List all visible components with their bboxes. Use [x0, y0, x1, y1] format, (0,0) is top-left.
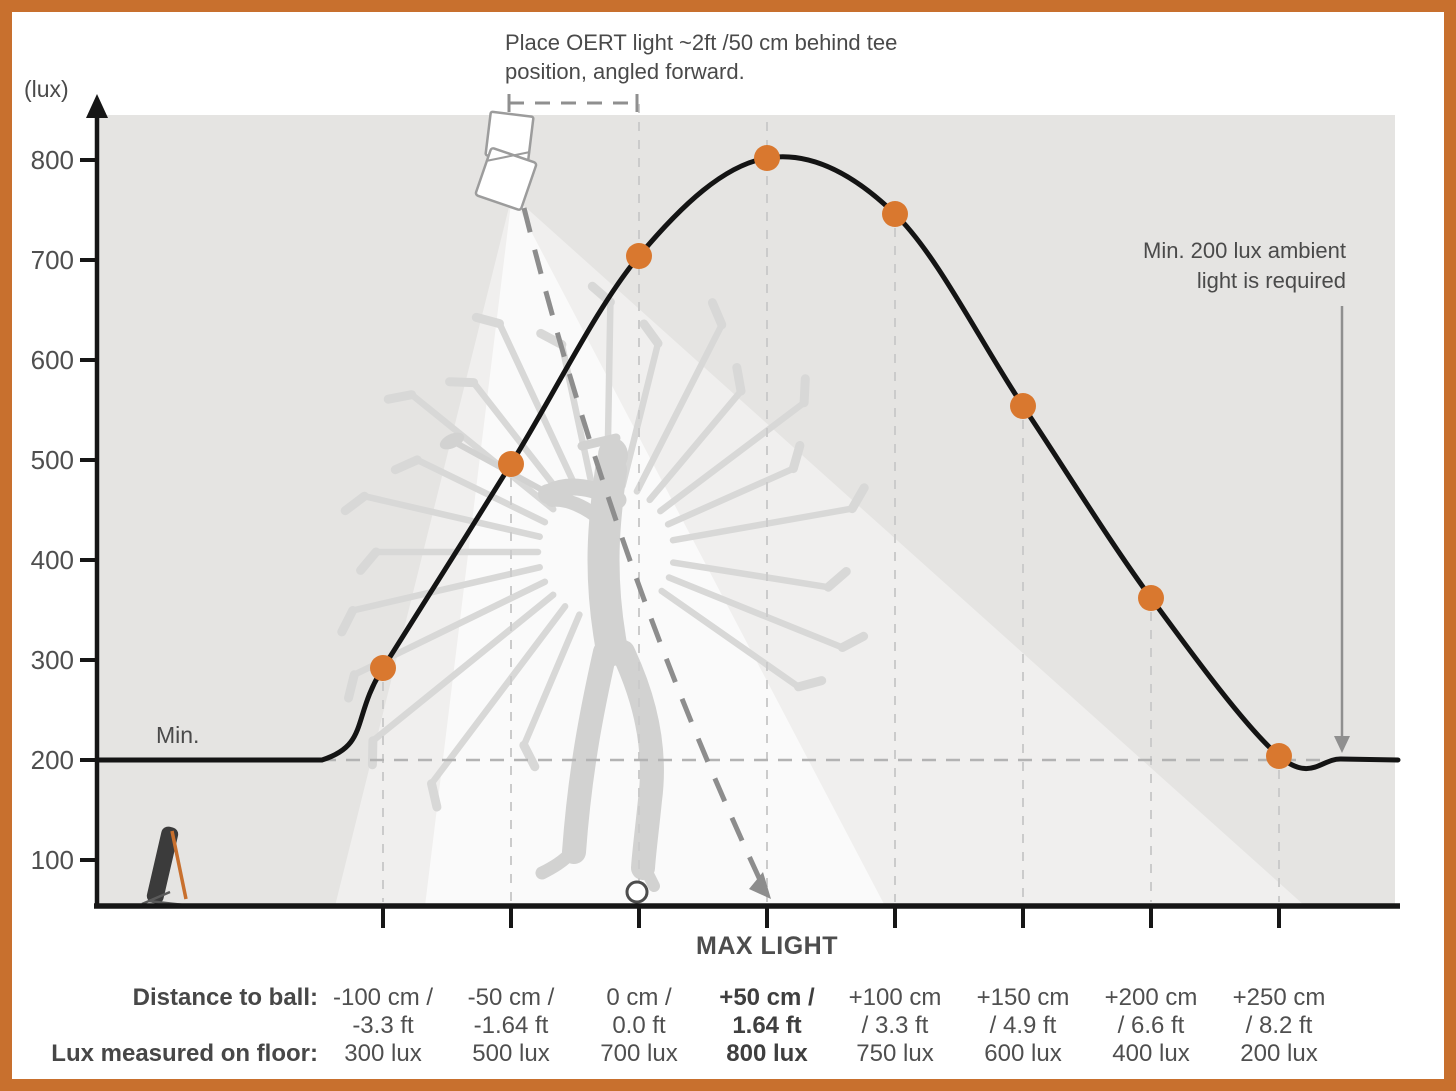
gridlines	[322, 104, 1338, 902]
y-axis	[86, 94, 108, 908]
column-ft-value: / 4.9 ft	[989, 1012, 1057, 1039]
column-ft-value: 1.64 ft	[732, 1012, 802, 1039]
distance-column: +50 cm /1.64 ft 800 lux	[702, 984, 832, 1068]
top-red-stripe	[0, 0, 1456, 3]
column-ft-value: / 6.6 ft	[1117, 1012, 1185, 1039]
column-lux-value: 600 lux	[984, 1040, 1062, 1067]
y-tick-label: 800	[31, 145, 74, 175]
column-lux-value: 400 lux	[1112, 1040, 1190, 1067]
y-tick-label: 100	[31, 845, 74, 875]
column-ft-value: / 3.3 ft	[861, 1012, 929, 1039]
column-ft-value: -1.64 ft	[473, 1012, 549, 1039]
distance-column: +100 cm/ 3.3 ft 750 lux	[830, 984, 960, 1068]
column-ft-value: / 8.2 ft	[1245, 1012, 1313, 1039]
y-tick-label: 600	[31, 345, 74, 375]
ambient-light-arrow	[1334, 306, 1350, 753]
column-ft-value: -3.3 ft	[352, 1012, 414, 1039]
column-cm-value: -50 cm /	[467, 984, 555, 1011]
y-tick-label: 700	[31, 245, 74, 275]
placement-note-line2: position, angled forward.	[505, 59, 745, 84]
y-tick-label: 500	[31, 445, 74, 475]
column-cm-value: -100 cm /	[332, 984, 434, 1011]
column-lux-value: 700 lux	[600, 1040, 678, 1067]
min-line-label: Min.	[156, 722, 200, 748]
lux-data-point	[1138, 585, 1164, 611]
lux-data-point	[882, 201, 908, 227]
placement-note-line1: Place OERT light ~2ft /50 cm behind tee	[505, 30, 898, 55]
distance-column: +150 cm/ 4.9 ft 600 lux	[958, 984, 1088, 1068]
distance-column: +250 cm/ 8.2 ft 200 lux	[1214, 984, 1344, 1068]
distance-column: +200 cm/ 6.6 ft 400 lux	[1086, 984, 1216, 1068]
ambient-note-line1: Min. 200 lux ambient	[1143, 238, 1346, 263]
column-cm-value: 0 cm /	[606, 984, 672, 1011]
column-cm-value: +250 cm	[1232, 984, 1326, 1011]
launch-monitor-icon	[141, 826, 188, 907]
data-points	[370, 145, 1292, 769]
ambient-note-line2: light is required	[1196, 268, 1346, 293]
column-lux-value: 200 lux	[1240, 1040, 1318, 1067]
column-lux-value: 300 lux	[344, 1040, 422, 1067]
y-tick-label: 200	[31, 745, 74, 775]
column-cm-value: +100 cm	[848, 984, 942, 1011]
column-lux-value: 800 lux	[726, 1040, 808, 1067]
max-light-label: MAX LIGHT	[696, 932, 838, 960]
light-fixture-icon	[474, 110, 538, 211]
distance-measure-line	[507, 94, 639, 112]
lux-data-point	[498, 451, 524, 477]
y-tick-label: 300	[31, 645, 74, 675]
column-cm-value: +150 cm	[976, 984, 1070, 1011]
lux-data-point	[754, 145, 780, 171]
column-cm-value: +50 cm /	[719, 984, 815, 1011]
ambient-light-note: Min. 200 lux ambient light is required	[1040, 236, 1346, 296]
light-aim-arrow	[521, 207, 771, 899]
lux-data-point	[1266, 743, 1292, 769]
y-axis-unit-label: (lux)	[24, 76, 69, 102]
column-lux-value: 750 lux	[856, 1040, 934, 1067]
placement-note: Place OERT light ~2ft /50 cm behind tee …	[505, 28, 897, 86]
y-axis-ticks: 100 200 300 400 500 600 700 800	[31, 145, 97, 875]
lux-data-point	[626, 243, 652, 269]
club-swing-fan	[337, 281, 869, 812]
distance-column: -50 cm / -1.64 ft 500 lux	[446, 984, 576, 1068]
x-axis-ticks	[381, 906, 1281, 928]
lux-curve	[94, 154, 1401, 771]
distance-column: 0 cm /0.0 ft 700 lux	[574, 984, 704, 1068]
lux-row-label: Lux measured on floor:	[51, 1040, 318, 1067]
column-cm-value: +200 cm	[1104, 984, 1198, 1011]
distance-row-label: Distance to ball:	[132, 984, 318, 1011]
distance-column: -100 cm / -3.3 ft 300 lux	[318, 984, 448, 1068]
golfer-silhouette	[439, 432, 664, 892]
lux-data-point	[370, 655, 396, 681]
column-lux-value: 500 lux	[472, 1040, 550, 1067]
lux-data-point	[1010, 393, 1036, 419]
y-tick-label: 400	[31, 545, 74, 575]
golf-ball-icon	[625, 880, 649, 904]
column-ft-value: 0.0 ft	[612, 1012, 666, 1039]
